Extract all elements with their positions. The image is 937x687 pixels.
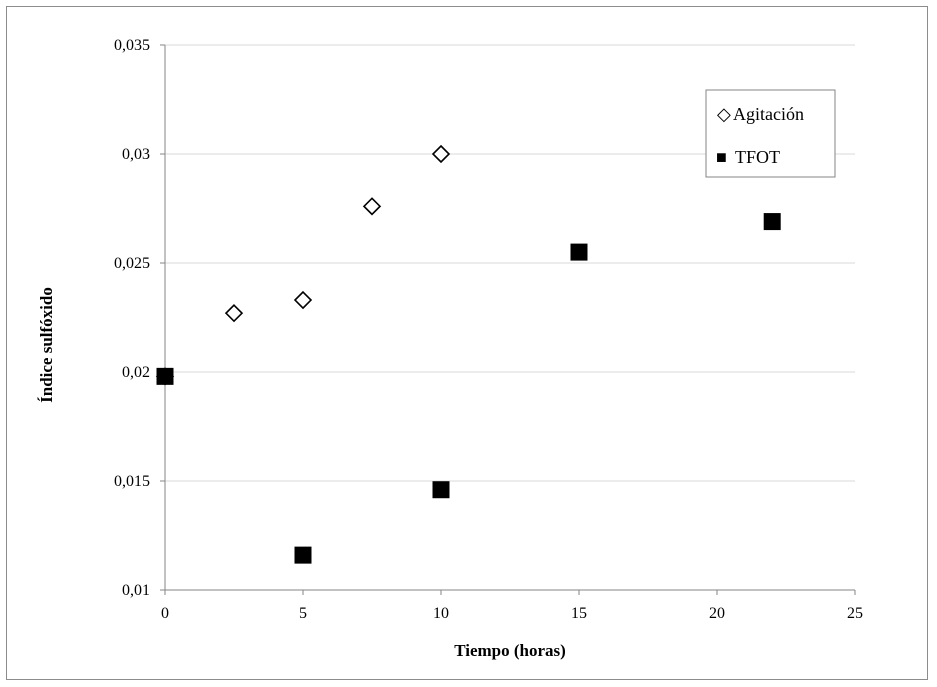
agitacion-point: [431, 144, 451, 164]
x-tick-label: 15: [571, 605, 587, 622]
legend: ◇ Agitación ■ TFOT: [705, 89, 836, 178]
y-tick-label: 0,035: [114, 37, 150, 54]
tfot-point: [432, 481, 450, 499]
tfot-point: [763, 213, 781, 231]
tfot-point: [156, 367, 174, 385]
x-tick-label: 20: [709, 605, 725, 622]
agitacion-point: [224, 304, 244, 323]
y-tick-label: 0,03: [122, 146, 150, 163]
legend-box: [705, 89, 836, 178]
x-tick-labels: 0 5 10 15 20 25: [161, 590, 863, 622]
x-tick-label: 25: [847, 605, 863, 622]
agitacion-point: [362, 197, 382, 216]
x-tick-label: 0: [161, 605, 169, 622]
gridlines: [165, 44, 855, 482]
agitacion-point: [293, 290, 313, 310]
axes: [164, 45, 855, 591]
y-tick-label: 0,02: [122, 364, 150, 381]
legend-symbol-tfot: ■: [716, 147, 727, 167]
tfot-point: [294, 546, 312, 564]
data-markers: [155, 144, 781, 564]
y-tick-label: 0,025: [114, 255, 150, 272]
legend-symbol-agitacion: ◇: [717, 104, 731, 124]
y-tick-label: 0,015: [114, 473, 150, 490]
tfot-point: [570, 243, 588, 261]
legend-label-agitacion: Agitación: [733, 104, 804, 124]
legend-label-tfot: TFOT: [735, 147, 780, 167]
y-tick-label: 0,01: [122, 582, 150, 599]
y-axis-title: Índice sulfóxido: [37, 287, 56, 403]
x-axis-title: Tiempo (horas): [454, 641, 566, 660]
y-tick-labels: 0,01 0,015 0,02 0,025 0,03 0,035: [114, 37, 165, 599]
x-tick-label: 5: [299, 605, 307, 622]
x-tick-label: 10: [433, 605, 449, 622]
